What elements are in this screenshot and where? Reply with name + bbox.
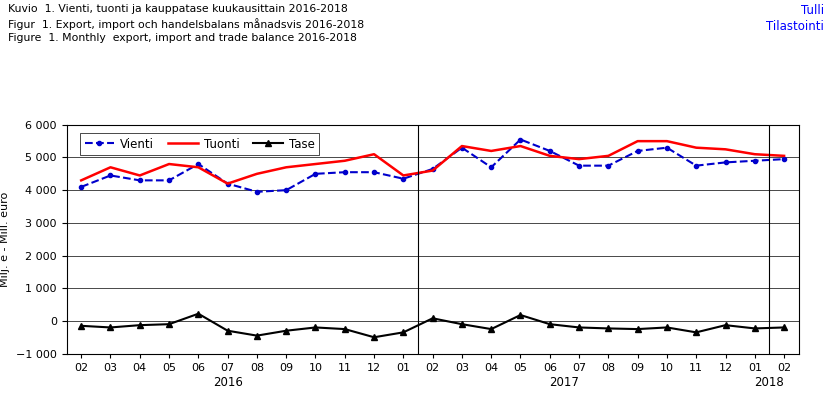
Tuonti [486, 149, 496, 154]
Vienti [339, 170, 349, 175]
Tase [252, 333, 262, 338]
Vienti [516, 137, 526, 142]
Vienti [721, 160, 730, 165]
Text: 2017: 2017 [549, 376, 579, 389]
Tuonti [164, 161, 174, 166]
Vienti [603, 163, 613, 168]
Vienti [310, 171, 320, 176]
Tuonti [545, 154, 555, 158]
Tase [721, 323, 730, 328]
Vienti [779, 156, 789, 161]
Tase [779, 325, 789, 330]
Tuonti [691, 145, 701, 150]
Vienti [632, 149, 642, 154]
Tase [164, 322, 174, 327]
Tuonti [281, 165, 291, 170]
Tuonti [428, 168, 438, 173]
Tase [77, 323, 87, 328]
Tase [281, 328, 291, 333]
Vienti [399, 176, 409, 181]
Tase [632, 327, 642, 332]
Tuonti [721, 147, 730, 152]
Legend: Vienti, Tuonti, Tase: Vienti, Tuonti, Tase [80, 133, 319, 156]
Tuonti [106, 165, 116, 170]
Tuonti [662, 139, 672, 144]
Vienti [662, 145, 672, 150]
Text: 2016: 2016 [213, 376, 243, 389]
Tuonti [457, 144, 467, 149]
Tase [399, 330, 409, 335]
Vienti [574, 163, 584, 168]
Vienti [457, 145, 467, 150]
Tuonti [310, 161, 320, 166]
Tase [516, 312, 526, 317]
Tase [750, 326, 760, 331]
Tase [106, 325, 116, 330]
Tuonti [779, 154, 789, 158]
Tase [135, 323, 145, 328]
Tase [691, 330, 701, 335]
Vienti [164, 178, 174, 183]
Tase [339, 327, 349, 332]
Line: Tase: Tase [78, 311, 787, 340]
Vienti [545, 149, 555, 154]
Tuonti [632, 139, 642, 144]
Vienti [281, 188, 291, 193]
Tuonti [193, 165, 203, 170]
Tuonti [399, 173, 409, 178]
Tase [603, 326, 613, 331]
Line: Tuonti: Tuonti [82, 141, 784, 183]
Text: Tulli
Tilastointi: Tulli Tilastointi [765, 4, 824, 33]
Tase [369, 335, 379, 340]
Tase [545, 322, 555, 327]
Tuonti [369, 152, 379, 157]
Vienti [750, 158, 760, 163]
Vienti [691, 163, 701, 168]
Tuonti [223, 181, 233, 186]
Tuonti [135, 173, 145, 178]
Tase [486, 327, 496, 332]
Vienti [486, 165, 496, 170]
Vienti [369, 170, 379, 175]
Tase [223, 328, 233, 333]
Tuonti [516, 144, 526, 149]
Tase [310, 325, 320, 330]
Vienti [106, 173, 116, 178]
Tase [662, 325, 672, 330]
Vienti [77, 184, 87, 189]
Text: Kuvio  1. Vienti, tuonti ja kauppatase kuukausittain 2016-2018
Figur  1. Export,: Kuvio 1. Vienti, tuonti ja kauppatase ku… [8, 4, 364, 43]
Tuonti [252, 171, 262, 176]
Vienti [193, 161, 203, 166]
Vienti [252, 189, 262, 194]
Tase [193, 311, 203, 316]
Tuonti [339, 158, 349, 163]
Vienti [428, 166, 438, 171]
Text: 2018: 2018 [755, 376, 785, 389]
Tuonti [603, 154, 613, 158]
Vienti [223, 181, 233, 186]
Vienti [135, 178, 145, 183]
Tuonti [750, 152, 760, 157]
Line: Vienti: Vienti [79, 137, 786, 194]
Tuonti [77, 178, 87, 183]
Tase [457, 322, 467, 327]
Y-axis label: Milj. e - Mill. euro: Milj. e - Mill. euro [0, 192, 11, 287]
Tuonti [574, 156, 584, 161]
Tase [574, 325, 584, 330]
Tase [428, 316, 438, 321]
